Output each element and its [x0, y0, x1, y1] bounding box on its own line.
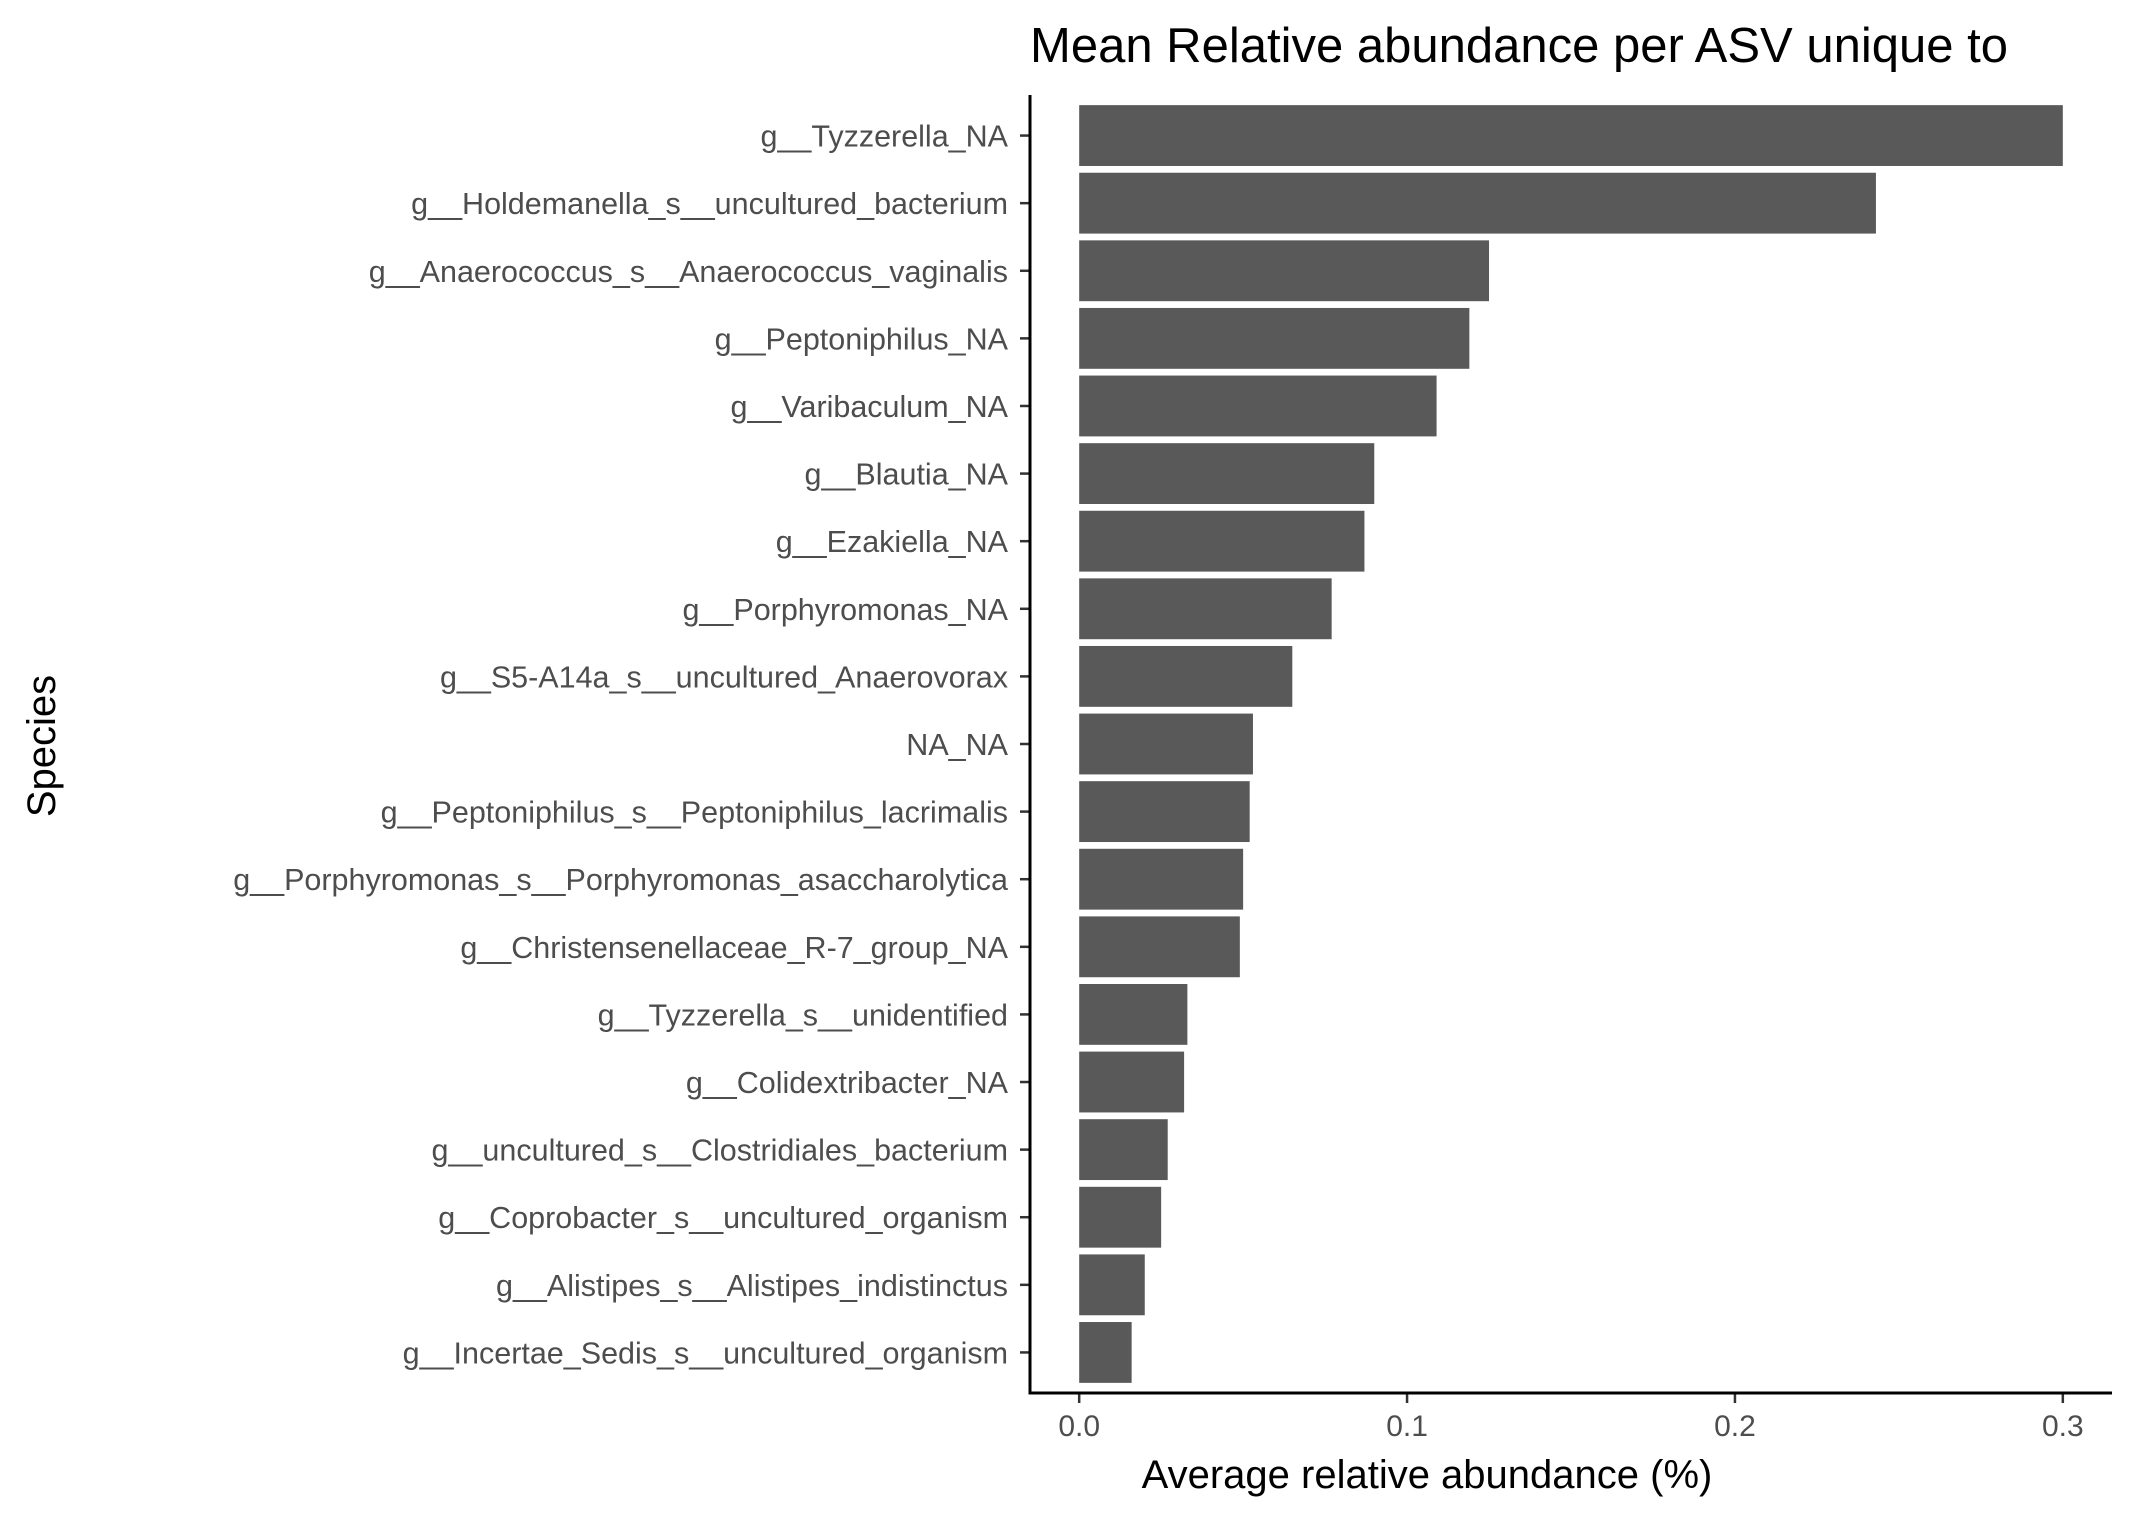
bar	[1079, 443, 1375, 505]
bar	[1079, 1119, 1168, 1181]
chart-title: Mean Relative abundance per ASV unique t…	[1030, 19, 2008, 73]
y-axis-title: Species	[20, 675, 64, 817]
x-axis-title: Average relative abundance (%)	[1142, 1453, 1713, 1497]
bar	[1079, 578, 1332, 640]
y-axis-ticks: g__Tyzzerella_NA g__Holdemanella_s__uncul…	[233, 120, 1030, 1370]
y-tick-label: g__Peptoniphilus_s__Peptoniphilus_lacrim…	[381, 796, 1008, 830]
y-tick-label: g__Holdemanella_s__uncultured_bacterium	[411, 187, 1008, 221]
bar	[1079, 983, 1188, 1045]
x-tick-label: 0.0	[1058, 1410, 1100, 1443]
x-tick-label: 0.3	[2042, 1410, 2084, 1443]
y-tick-label: NA_NA	[906, 728, 1008, 762]
y-tick-label: g__Coprobacter_s__uncultured_organism	[438, 1201, 1008, 1235]
bar	[1079, 307, 1470, 369]
y-tick-label: g__Porphyromonas_s__Porphyromonas_asacch…	[233, 863, 1008, 897]
bar	[1079, 510, 1365, 572]
y-tick-label: g__Tyzzerella_NA	[760, 120, 1008, 154]
y-tick-label: g__S5-A14a_s__uncultured_Anaerovorax	[440, 660, 1008, 694]
y-tick-label: g__Porphyromonas_NA	[682, 593, 1008, 627]
y-tick-label: g__uncultured_s__Clostridiales_bacterium	[432, 1134, 1008, 1168]
bar	[1079, 375, 1437, 437]
bar	[1079, 1322, 1132, 1383]
bar	[1079, 172, 1876, 234]
bars-group	[1079, 105, 2063, 1383]
bar	[1079, 1254, 1145, 1316]
bar	[1079, 240, 1490, 302]
y-tick-label: g__Colidextribacter_NA	[686, 1066, 1009, 1100]
bar	[1079, 916, 1240, 978]
bar	[1079, 781, 1250, 843]
y-tick-label: g__Blautia_NA	[805, 458, 1009, 492]
y-tick-label: g__Ezakiella_NA	[776, 525, 1009, 559]
x-tick-label: 0.2	[1714, 1410, 1756, 1443]
y-tick-label: g__Tyzzerella_s__unidentified	[598, 998, 1008, 1032]
y-tick-label: g__Peptoniphilus_NA	[715, 322, 1009, 356]
bar	[1079, 105, 2063, 166]
y-tick-label: g__Anaerococcus_s__Anaerococcus_vaginali…	[369, 255, 1008, 289]
bar	[1079, 1186, 1162, 1248]
x-tick-label: 0.1	[1386, 1410, 1428, 1443]
y-tick-label: g__Alistipes_s__Alistipes_indistinctus	[496, 1269, 1008, 1303]
bar	[1079, 848, 1244, 910]
bar	[1079, 1051, 1185, 1113]
bar	[1079, 713, 1253, 775]
bar	[1079, 645, 1293, 707]
x-axis-ticks: 0.0 0.1 0.2 0.3	[1058, 1393, 2084, 1443]
y-tick-label: g__Varibaculum_NA	[731, 390, 1009, 424]
y-tick-label: g__Incertae_Sedis_s__uncultured_organism	[403, 1336, 1008, 1370]
y-tick-label: g__Christensenellaceae_R-7_group_NA	[460, 931, 1008, 965]
